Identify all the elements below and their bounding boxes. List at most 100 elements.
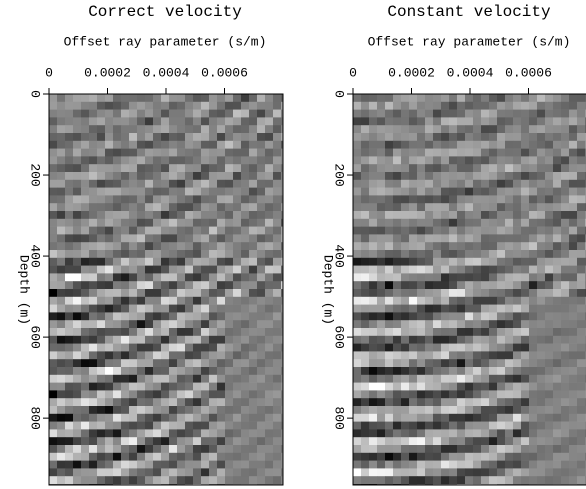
image-cell: [249, 398, 257, 406]
image-cell: [161, 203, 169, 211]
y-tick-label: 200: [28, 163, 43, 186]
x-tick-label: 0.0004: [143, 65, 190, 80]
image-cell: [97, 344, 105, 352]
image-cell: [49, 305, 57, 313]
image-cell: [241, 125, 249, 133]
image-cell: [465, 406, 473, 414]
image-cell: [553, 156, 561, 164]
image-cell: [569, 133, 577, 141]
image-cell: [545, 94, 553, 102]
image-cell: [441, 281, 449, 289]
image-cell: [121, 429, 129, 437]
image-cell: [73, 422, 81, 430]
image-cell: [169, 445, 177, 453]
image-cell: [433, 266, 441, 274]
image-cell: [513, 359, 521, 367]
image-cell: [145, 344, 153, 352]
image-cell: [177, 453, 185, 461]
image-cell: [505, 156, 513, 164]
image-cell: [217, 305, 225, 313]
image-cell: [105, 414, 113, 422]
image-cell: [89, 234, 97, 242]
image-cell: [521, 398, 529, 406]
image-cell: [233, 336, 241, 344]
image-cell: [113, 234, 121, 242]
y-tick-label: 0: [28, 90, 43, 98]
image-cell: [121, 305, 129, 313]
image-cell: [241, 289, 249, 297]
image-cell: [385, 164, 393, 172]
image-cell: [201, 195, 209, 203]
image-cell: [185, 445, 193, 453]
image-cell: [465, 250, 473, 258]
image-cell: [97, 164, 105, 172]
image-cell: [185, 258, 193, 266]
image-cell: [569, 164, 577, 172]
image-cell: [489, 406, 497, 414]
image-cell: [169, 188, 177, 196]
image-cell: [105, 164, 113, 172]
image-cell: [505, 437, 513, 445]
image-cell: [545, 172, 553, 180]
image-cell: [393, 94, 401, 102]
image-cell: [481, 305, 489, 313]
image-cell: [209, 312, 217, 320]
image-cell: [73, 149, 81, 157]
image-cell: [385, 133, 393, 141]
image-cell: [553, 312, 561, 320]
image-cell: [409, 289, 417, 297]
image-cell: [505, 367, 513, 375]
image-cell: [433, 468, 441, 476]
image-cell: [409, 188, 417, 196]
image-cell: [569, 312, 577, 320]
image-cell: [505, 164, 513, 172]
image-cell: [57, 203, 65, 211]
image-cell: [441, 344, 449, 352]
image-cell: [505, 320, 513, 328]
image-cell: [201, 172, 209, 180]
image-cell: [137, 390, 145, 398]
image-cell: [145, 219, 153, 227]
image-cell: [433, 351, 441, 359]
image-cell: [553, 336, 561, 344]
image-cell: [425, 188, 433, 196]
image-cell: [481, 406, 489, 414]
image-cell: [353, 445, 361, 453]
image-cell: [249, 234, 257, 242]
image-cell: [529, 141, 537, 149]
image-cell: [465, 297, 473, 305]
image-cell: [561, 328, 569, 336]
image-cell: [513, 219, 521, 227]
image-cell: [169, 398, 177, 406]
image-cell: [481, 188, 489, 196]
image-cell: [265, 227, 273, 235]
image-cell: [65, 110, 73, 118]
image-cell: [193, 211, 201, 219]
image-cell: [113, 375, 121, 383]
image-cell: [209, 422, 217, 430]
image-cell: [393, 437, 401, 445]
image-cell: [265, 383, 273, 391]
image-cell: [121, 211, 129, 219]
image-cell: [489, 156, 497, 164]
image-cell: [481, 164, 489, 172]
image-cell: [545, 406, 553, 414]
image-cell: [553, 367, 561, 375]
image-cell: [497, 336, 505, 344]
image-cell: [145, 141, 153, 149]
image-cell: [433, 149, 441, 157]
image-cell: [521, 219, 529, 227]
image-cell: [225, 273, 233, 281]
image-cell: [449, 125, 457, 133]
image-cell: [137, 297, 145, 305]
image-cell: [145, 156, 153, 164]
image-cell: [369, 234, 377, 242]
image-cell: [113, 320, 121, 328]
image-cell: [225, 476, 233, 484]
image-cell: [417, 312, 425, 320]
image-cell: [569, 242, 577, 250]
image-cell: [497, 188, 505, 196]
image-cell: [529, 344, 537, 352]
image-cell: [449, 211, 457, 219]
image-cell: [505, 203, 513, 211]
